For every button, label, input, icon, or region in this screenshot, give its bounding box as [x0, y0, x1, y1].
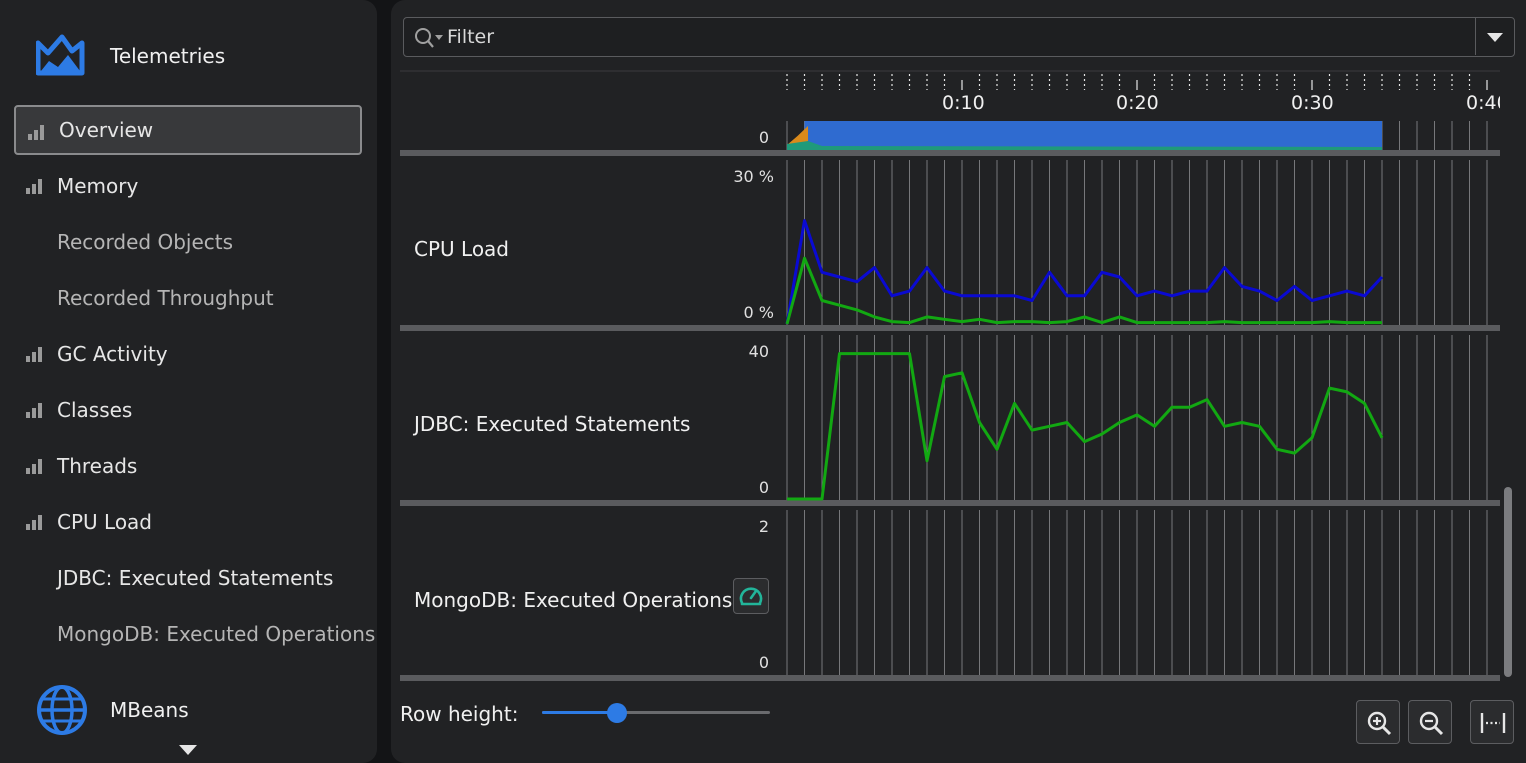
bar-chart-icon	[26, 179, 42, 194]
slider-track	[542, 711, 770, 714]
row-separator	[400, 325, 1500, 331]
overview-area-blue	[804, 121, 1382, 150]
fit-width-button[interactable]	[1470, 700, 1514, 744]
mongodb-y-max: 2	[758, 517, 769, 536]
zoom-in-button[interactable]	[1356, 700, 1400, 744]
sidebar-item-threads[interactable]: Threads	[14, 441, 362, 491]
sidebar-item-cpu-load[interactable]: CPU Load	[14, 497, 362, 547]
sidebar-item-label: MongoDB: Executed Operations	[57, 622, 376, 646]
bar-chart-icon	[28, 125, 44, 140]
sidebar-item-label: Memory	[57, 174, 139, 198]
telemetry-charts	[400, 70, 1500, 681]
series-line	[785, 219, 1384, 325]
cpu-y-min: 0 %	[743, 303, 774, 322]
sidebar-item-jdbc-executed-statements[interactable]: JDBC: Executed Statements	[14, 553, 362, 603]
row-label-cpu-load[interactable]: CPU Load	[414, 237, 509, 261]
vertical-scrollbar-thumb[interactable]	[1504, 487, 1512, 677]
sidebar-item-label: GC Activity	[57, 342, 168, 366]
sidebar-item-label: Recorded Objects	[57, 230, 234, 254]
mongodb-probe-button[interactable]	[733, 578, 769, 614]
row-height-label: Row height:	[400, 702, 519, 726]
series-line	[785, 256, 1382, 325]
sidebar-item-gc-activity[interactable]: GC Activity	[14, 329, 362, 379]
filter-input[interactable]: Filter	[403, 17, 1515, 57]
telemetries-section-header[interactable]: Telemetries	[36, 33, 225, 79]
bar-chart-icon	[26, 403, 42, 418]
search-icon[interactable]	[414, 27, 444, 49]
row-label-jdbc[interactable]: JDBC: Executed Statements	[414, 412, 691, 436]
gauge-icon	[739, 587, 763, 606]
sidebar-item-label: Threads	[57, 454, 138, 478]
overview-y-min: 0	[758, 128, 769, 147]
mongodb-y-min: 0	[758, 653, 769, 672]
telemetries-label: Telemetries	[110, 44, 226, 68]
sidebar-item-label: Overview	[59, 118, 154, 142]
row-height-slider[interactable]	[542, 703, 770, 723]
expand-down-icon[interactable]	[178, 744, 198, 756]
zoom-out-icon	[1419, 711, 1444, 736]
zoom-out-button[interactable]	[1408, 700, 1452, 744]
sidebar-item-label: CPU Load	[57, 510, 152, 534]
sidebar-item-overview[interactable]: Overview	[14, 105, 362, 155]
series-line	[787, 352, 1384, 501]
time-tick-label: 0:10	[942, 92, 985, 114]
jdbc-y-max: 40	[748, 342, 769, 361]
sidebar-item-label: JDBC: Executed Statements	[57, 566, 334, 590]
bar-chart-icon	[26, 347, 42, 362]
bar-chart-icon	[26, 515, 42, 530]
slider-handle[interactable]	[607, 703, 628, 723]
zoom-in-icon	[1367, 711, 1392, 736]
slider-fill	[542, 711, 618, 714]
overview-area-teal	[787, 141, 1382, 150]
telemetry-sidebar: Telemetries Overview Memory Recorded Obj…	[0, 0, 377, 763]
sidebar-item-label: Recorded Throughput	[57, 286, 274, 310]
sidebar-item-recorded-objects[interactable]: Recorded Objects	[14, 217, 362, 267]
jdbc-y-min: 0	[758, 478, 769, 497]
sidebar-item-recorded-throughput[interactable]: Recorded Throughput	[14, 273, 362, 323]
sidebar-item-mongodb-executed-operations[interactable]: MongoDB: Executed Operations	[14, 609, 375, 659]
time-tick-label: 0:40	[1466, 92, 1500, 114]
bar-chart-icon	[26, 459, 42, 474]
fit-width-icon	[1480, 713, 1506, 733]
sidebar-item-label: Classes	[57, 398, 133, 422]
time-tick-label: 0:30	[1291, 92, 1334, 114]
cpu-y-max: 30 %	[733, 167, 774, 186]
row-separator	[400, 500, 1500, 506]
row-separator	[400, 675, 1500, 681]
sidebar-item-memory[interactable]: Memory	[14, 161, 362, 211]
row-label-mongodb[interactable]: MongoDB: Executed Operations	[414, 588, 733, 612]
mbeans-label: MBeans	[110, 698, 189, 722]
mbeans-section-header[interactable]: MBeans	[36, 684, 189, 736]
telemetry-overview-panel: Filter 0:10 0:20 0:30 0:40 0 CPU Load 30…	[391, 0, 1526, 763]
filter-dropdown-button[interactable]	[1475, 18, 1514, 55]
sidebar-item-classes[interactable]: Classes	[14, 385, 362, 435]
globe-icon	[37, 685, 87, 735]
chevron-down-icon	[1487, 33, 1503, 42]
time-tick-label: 0:20	[1116, 92, 1159, 114]
telemetries-icon	[36, 34, 85, 76]
filter-placeholder: Filter	[447, 26, 495, 48]
row-separator	[400, 150, 1500, 156]
